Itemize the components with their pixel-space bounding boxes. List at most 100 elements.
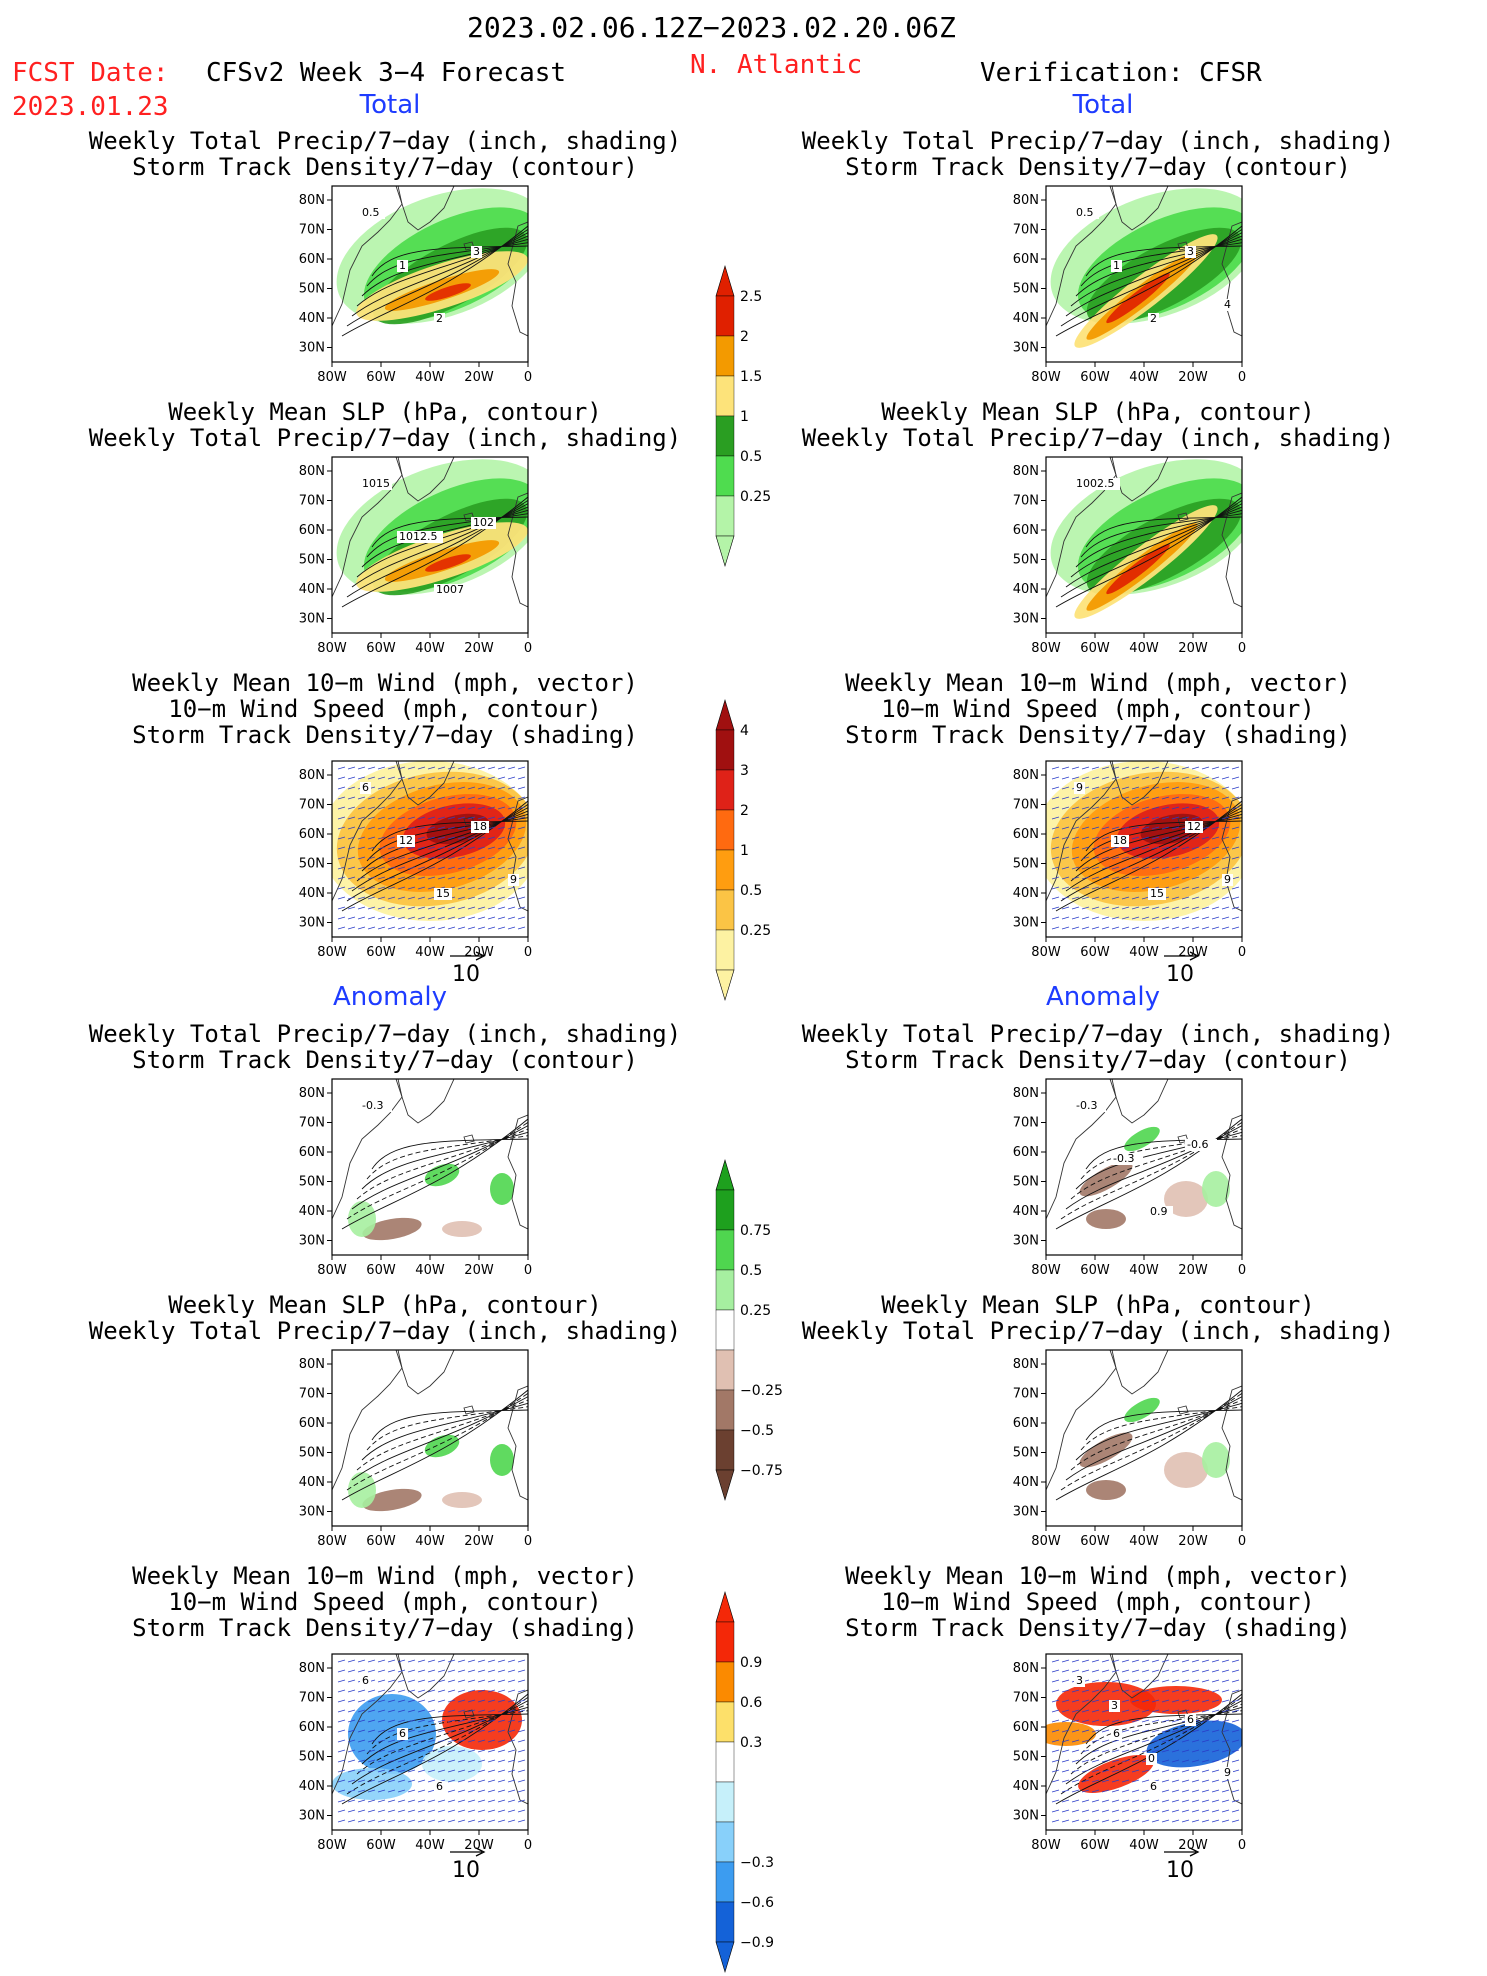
- lat-tick-label: 50N: [299, 857, 325, 872]
- lon-tick-label: 80W: [317, 1534, 347, 1549]
- colorbar-label: 3: [740, 763, 749, 779]
- lon-tick-label: 20W: [1178, 370, 1208, 385]
- map-svg: 1015 1012.5 1007 102 80N 70N 60N 50N 40N 30N 80W 60…: [299, 456, 532, 656]
- title-line: Weekly Mean 10−m Wind (mph, vector): [132, 669, 638, 697]
- contour-label: 1015: [362, 477, 390, 490]
- model-title: CFSv2 Week 3−4 Forecast: [206, 58, 567, 88]
- colorbar-label: 0.25: [740, 489, 771, 505]
- title-line: Weekly Total Precip/7−day (inch, shading…: [88, 127, 682, 155]
- lat-tick-label: 40N: [1013, 886, 1039, 901]
- ref-vector-label: 10: [1166, 962, 1194, 987]
- lat-tick-label: 40N: [299, 1475, 325, 1490]
- arrow-icon: [450, 951, 486, 961]
- contour-label: 1: [1113, 259, 1120, 272]
- map-svg: 1002.5 80N 70N 60N 50N 40N 30N 80W 60W 40W 20W 0: [1013, 456, 1246, 656]
- map-fc-total-precip: 0.5 1 2 3 80N 70N 60N 50N 40N 30N 80W 60W 40W 20W 0: [292, 185, 532, 394]
- lat-tick-label: 30N: [1013, 1234, 1039, 1249]
- colorbar-svg: 0.9 0.6 0.3 −0.3 −0.6 −0.9: [715, 1590, 774, 1974]
- lon-tick-label: 0: [524, 1838, 532, 1853]
- lon-tick-label: 80W: [317, 1263, 347, 1278]
- lat-tick-label: 40N: [1013, 1779, 1039, 1794]
- lon-tick-label: 0: [524, 370, 532, 385]
- title-line: 10−m Wind Speed (mph, contour): [168, 1588, 602, 1616]
- lat-tick-label: 60N: [1013, 827, 1039, 842]
- lon-tick-label: 80W: [317, 1838, 347, 1853]
- contour-label: 2: [1150, 312, 1157, 325]
- title-line: Storm Track Density/7−day (contour): [132, 1046, 638, 1074]
- title-line: Storm Track Density/7−day (shading): [132, 1614, 638, 1642]
- title-line: 10−m Wind Speed (mph, contour): [168, 695, 602, 723]
- lat-tick-label: 80N: [1013, 193, 1039, 208]
- title-fc-anom-precip: Weekly Total Precip/7−day (inch, shading…: [89, 1021, 681, 1073]
- title-fc-anom-slp: Weekly Mean SLP (hPa, contour) Weekly To…: [89, 1292, 681, 1344]
- title-line: Weekly Total Precip/7−day (inch, shading…: [801, 1317, 1395, 1345]
- lon-tick-label: 80W: [1031, 641, 1061, 656]
- lon-tick-label: 80W: [1031, 945, 1061, 960]
- lon-tick-label: 40W: [1129, 641, 1159, 656]
- lat-tick-label: 30N: [1013, 341, 1039, 356]
- map-fc-anom-precip: -0.3 80N 70N 60N 50N 40N 30N 80W 60W 40W 20W 0: [292, 1078, 532, 1287]
- lat-tick-label: 50N: [1013, 1750, 1039, 1765]
- lat-tick-label: 70N: [1013, 223, 1039, 238]
- colorbar-label: 4: [740, 723, 749, 739]
- contour-label: 3: [1076, 1674, 1083, 1687]
- lon-tick-label: 60W: [366, 945, 396, 960]
- colorbar-precip-anom: 0.75 0.5 0.25 −0.25 −0.5 −0.75: [715, 1158, 806, 1504]
- lon-tick-label: 80W: [1031, 1263, 1061, 1278]
- lat-tick-label: 40N: [299, 1204, 325, 1219]
- lat-tick-label: 80N: [1013, 1086, 1039, 1101]
- lon-tick-label: 40W: [415, 1263, 445, 1278]
- map-svg: 80N 70N 60N 50N 40N 30N 80W 60W 40W 20W 0: [1013, 1349, 1246, 1549]
- lat-tick-label: 60N: [299, 523, 325, 538]
- lon-tick-label: 60W: [366, 641, 396, 656]
- lon-tick-label: 60W: [366, 1263, 396, 1278]
- title-fc-anom-wind: Weekly Mean 10−m Wind (mph, vector) 10−m…: [132, 1563, 638, 1641]
- title-fc-total-precip: Weekly Total Precip/7−day (inch, shading…: [89, 128, 681, 180]
- contour-label: 9: [1224, 1766, 1231, 1779]
- colorbar-label: −0.75: [740, 1463, 783, 1479]
- lat-tick-label: 30N: [299, 1505, 325, 1520]
- lon-tick-label: 60W: [366, 1838, 396, 1853]
- contour-label: 0: [1148, 1752, 1155, 1765]
- colorbar-segment: [715, 1349, 735, 1391]
- title-line: Storm Track Density/7−day (shading): [132, 721, 638, 749]
- contour-label: 9: [1076, 781, 1083, 794]
- contour-label: 1007: [436, 583, 464, 596]
- lon-tick-label: 60W: [366, 1534, 396, 1549]
- title-line: 10−m Wind Speed (mph, contour): [881, 695, 1315, 723]
- date-range: 2023.02.06.12Z−2023.02.20.06Z: [467, 11, 956, 44]
- colorbar-segment: [715, 1429, 735, 1471]
- colorbar-label: 1: [740, 843, 749, 859]
- lon-tick-label: 40W: [415, 1838, 445, 1853]
- colorbar-label: 0.9: [740, 1655, 762, 1671]
- contour-label: 102: [473, 516, 494, 529]
- lat-tick-label: 40N: [1013, 582, 1039, 597]
- title-fc-total-wind: Weekly Mean 10−m Wind (mph, vector) 10−m…: [132, 670, 638, 748]
- lat-tick-label: 70N: [1013, 1116, 1039, 1131]
- title-line: Storm Track Density/7−day (contour): [132, 153, 638, 181]
- lat-tick-label: 60N: [1013, 1145, 1039, 1160]
- lat-tick-label: 60N: [299, 827, 325, 842]
- colorbar-segment: [715, 889, 735, 931]
- lon-tick-label: 40W: [1129, 1838, 1159, 1853]
- lat-tick-label: 60N: [299, 1145, 325, 1160]
- colorbar-segment: [715, 455, 735, 497]
- contour-label: 6: [1187, 1713, 1194, 1726]
- contour-label: 3: [1111, 1699, 1118, 1712]
- colorbar-segment: [715, 1901, 735, 1943]
- lat-tick-label: 40N: [299, 886, 325, 901]
- ref-vector-label: 10: [452, 1858, 480, 1883]
- map-fc-anom-slp: 80N 70N 60N 50N 40N 30N 80W 60W 40W 20W 0: [292, 1349, 532, 1558]
- fcst-date-label: FCST Date:: [12, 58, 169, 88]
- title-line: Storm Track Density/7−day (contour): [845, 1046, 1351, 1074]
- verification-title: Verification: CFSR: [980, 58, 1262, 88]
- lat-tick-label: 70N: [1013, 494, 1039, 509]
- title-obs-anom-slp: Weekly Mean SLP (hPa, contour) Weekly To…: [802, 1292, 1394, 1344]
- colorbar-segment: [715, 1621, 735, 1663]
- map-svg: 3 6 6 6 9 3 0 80N 70N 60N 50N 40N 30N 80W 60W 40W 20W 0: [1013, 1653, 1246, 1853]
- lat-tick-label: 80N: [299, 464, 325, 479]
- lon-tick-label: 80W: [317, 370, 347, 385]
- map-svg: 0.5 1 2 3 4 80N 70N 60N 50N 40N 30N 80W 60W 40W 20W 0: [1013, 185, 1246, 385]
- lat-tick-label: 60N: [299, 1416, 325, 1431]
